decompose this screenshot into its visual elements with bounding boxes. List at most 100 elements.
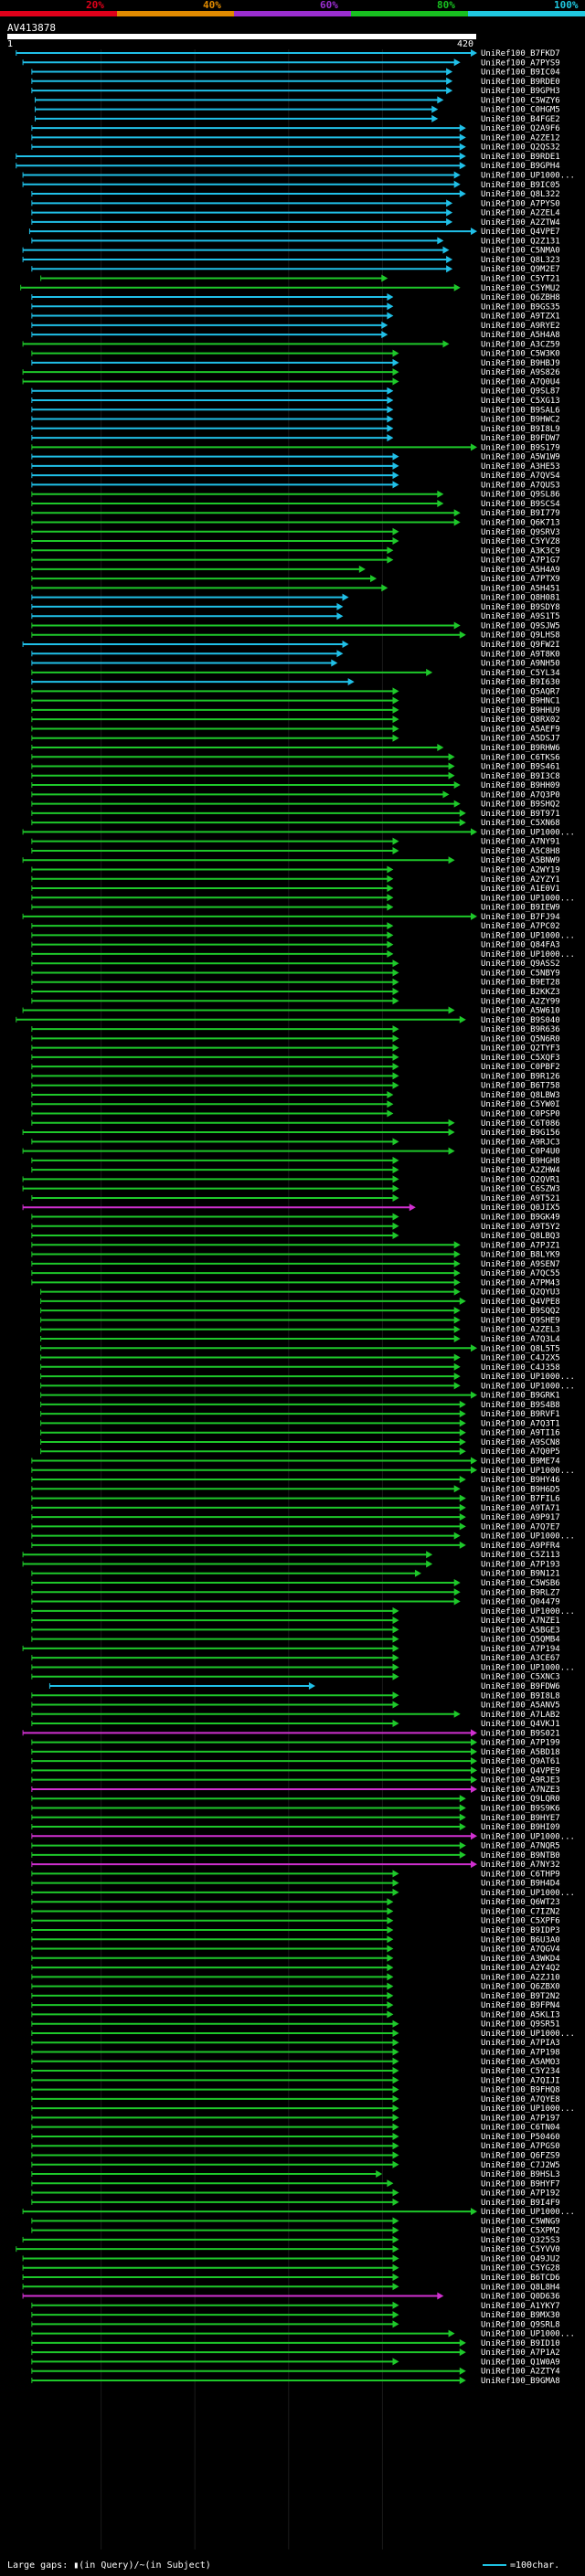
hit-label[interactable]: UniRef100_C5Z113 bbox=[481, 1551, 560, 1560]
hit-label[interactable]: UniRef100_Q9SL86 bbox=[481, 491, 560, 500]
hit-label[interactable]: UniRef100_Q9LQR0 bbox=[481, 1795, 560, 1804]
hit-label[interactable]: UniRef100_B9HWC2 bbox=[481, 416, 560, 425]
hit-label[interactable]: UniRef100_B9RDE0 bbox=[481, 78, 560, 87]
hit-label[interactable]: UniRef100_UP1000... bbox=[481, 1467, 575, 1476]
hit-label[interactable]: UniRef100_A7PJZ1 bbox=[481, 1241, 560, 1250]
hit-label[interactable]: UniRef100_UP1000... bbox=[481, 1607, 575, 1617]
hit-label[interactable]: UniRef100_A7PTX9 bbox=[481, 575, 560, 584]
hit-label[interactable]: UniRef100_A7PGS0 bbox=[481, 2142, 560, 2151]
hit-label[interactable]: UniRef100_A3CZ59 bbox=[481, 340, 560, 349]
hit-label[interactable]: UniRef100_B9ID10 bbox=[481, 2339, 560, 2348]
hit-label[interactable]: UniRef100_A9PFR4 bbox=[481, 1542, 560, 1551]
hit-label[interactable]: UniRef100_B9S4B8 bbox=[481, 1401, 560, 1410]
hit-label[interactable]: UniRef100_B9HYE7 bbox=[481, 1814, 560, 1823]
hit-label[interactable]: UniRef100_B9S461 bbox=[481, 763, 560, 772]
hit-label[interactable]: UniRef100_A7P197 bbox=[481, 2114, 560, 2123]
hit-label[interactable]: UniRef100_A5C8H8 bbox=[481, 847, 560, 856]
hit-label[interactable]: UniRef100_B9RDE1 bbox=[481, 153, 560, 162]
hit-label[interactable]: UniRef100_Q2TYF3 bbox=[481, 1044, 560, 1054]
hit-label[interactable]: UniRef100_A7LAB2 bbox=[481, 1711, 560, 1720]
hit-label[interactable]: UniRef100_Q8L5T5 bbox=[481, 1344, 560, 1353]
hit-label[interactable]: UniRef100_Q6ZBX0 bbox=[481, 1983, 560, 1992]
hit-label[interactable]: UniRef100_B9HI09 bbox=[481, 1823, 560, 1832]
hit-label[interactable]: UniRef100_C0PBF2 bbox=[481, 1063, 560, 1072]
hit-label[interactable]: UniRef100_A7NZE3 bbox=[481, 1786, 560, 1795]
hit-label[interactable]: UniRef100_B9T2N2 bbox=[481, 1992, 560, 2001]
hit-label[interactable]: UniRef100_A9RJE3 bbox=[481, 1776, 560, 1786]
hit-label[interactable]: UniRef100_Q4VKJ1 bbox=[481, 1720, 560, 1729]
hit-label[interactable]: UniRef100_A7NZE1 bbox=[481, 1617, 560, 1626]
hit-label[interactable]: UniRef100_C0HGM5 bbox=[481, 106, 560, 115]
hit-label[interactable]: UniRef100_C5XNC3 bbox=[481, 1673, 560, 1682]
hit-label[interactable]: UniRef100_B9ET28 bbox=[481, 979, 560, 988]
hit-label[interactable]: UniRef100_B9HBJ9 bbox=[481, 359, 560, 368]
hit-label[interactable]: UniRef100_A9S1T5 bbox=[481, 612, 560, 621]
hit-label[interactable]: UniRef100_UP1000... bbox=[481, 950, 575, 959]
hit-label[interactable]: UniRef100_C6T086 bbox=[481, 1119, 560, 1129]
hit-label[interactable]: UniRef100_C5W3K0 bbox=[481, 350, 560, 359]
hit-label[interactable]: UniRef100_A3K3C9 bbox=[481, 546, 560, 556]
hit-label[interactable]: UniRef100_A1YKY7 bbox=[481, 2302, 560, 2311]
hit-label[interactable]: UniRef100_Q8H081 bbox=[481, 594, 560, 603]
hit-label[interactable]: UniRef100_C5Y234 bbox=[481, 2067, 560, 2076]
hit-label[interactable]: UniRef100_B9GPH3 bbox=[481, 87, 560, 96]
hit-label[interactable]: UniRef100_C5YVZ8 bbox=[481, 537, 560, 546]
hit-label[interactable]: UniRef100_B9I779 bbox=[481, 509, 560, 518]
hit-label[interactable]: UniRef100_B9SDY8 bbox=[481, 603, 560, 612]
hit-label[interactable]: UniRef100_A7P198 bbox=[481, 2049, 560, 2058]
hit-label[interactable]: UniRef100_C0PSP0 bbox=[481, 1110, 560, 1119]
hit-label[interactable]: UniRef100_B9SAL6 bbox=[481, 406, 560, 415]
hit-label[interactable]: UniRef100_A2Y4Q2 bbox=[481, 1964, 560, 1973]
hit-label[interactable]: UniRef100_A5W1W9 bbox=[481, 453, 560, 462]
hit-label[interactable]: UniRef100_A7QVS4 bbox=[481, 472, 560, 481]
hit-label[interactable]: UniRef100_A9TZX1 bbox=[481, 313, 560, 322]
hit-label[interactable]: UniRef100_Q5N6R0 bbox=[481, 1034, 560, 1044]
hit-label[interactable]: UniRef100_Q9FW2I bbox=[481, 641, 560, 650]
hit-label[interactable]: UniRef100_C5YMU2 bbox=[481, 284, 560, 293]
hit-label[interactable]: UniRef100_A1E0V1 bbox=[481, 885, 560, 894]
hit-label[interactable]: UniRef100_A3WKD4 bbox=[481, 1955, 560, 1964]
hit-label[interactable]: UniRef100_A7P194 bbox=[481, 1645, 560, 1654]
hit-label[interactable]: UniRef100_B7FJ94 bbox=[481, 913, 560, 922]
hit-label[interactable]: UniRef100_B9IC05 bbox=[481, 181, 560, 190]
hit-label[interactable]: UniRef100_A7Q0U4 bbox=[481, 377, 560, 387]
hit-label[interactable]: UniRef100_B9H6D5 bbox=[481, 1485, 560, 1494]
hit-label[interactable]: UniRef100_P50460 bbox=[481, 2133, 560, 2142]
hit-label[interactable]: UniRef100_UP1000... bbox=[481, 1373, 575, 1382]
hit-label[interactable]: UniRef100_C5YW0I bbox=[481, 1100, 560, 1109]
hit-label[interactable]: UniRef100_B9GK49 bbox=[481, 1213, 560, 1222]
hit-label[interactable]: UniRef100_Q8LBQ3 bbox=[481, 1232, 560, 1241]
hit-label[interactable]: UniRef100_A5AEF9 bbox=[481, 725, 560, 734]
hit-label[interactable]: UniRef100_B9S179 bbox=[481, 443, 560, 452]
hit-label[interactable]: UniRef100_Q2QVR1 bbox=[481, 1175, 560, 1184]
hit-label[interactable]: UniRef100_C5NMA0 bbox=[481, 247, 560, 256]
hit-label[interactable]: UniRef100_C6SZW3 bbox=[481, 1185, 560, 1194]
hit-label[interactable]: UniRef100_A2ZJ10 bbox=[481, 1973, 560, 1982]
hit-label[interactable]: UniRef100_Q9SHE9 bbox=[481, 1316, 560, 1325]
hit-label[interactable]: UniRef100_A2ZY99 bbox=[481, 997, 560, 1006]
hit-label[interactable]: UniRef100_B9FDW6 bbox=[481, 1682, 560, 1691]
hit-label[interactable]: UniRef100_Q9SRL8 bbox=[481, 2320, 560, 2329]
hit-label[interactable]: UniRef100_B9N121 bbox=[481, 1570, 560, 1579]
hit-label[interactable]: UniRef100_B9MX30 bbox=[481, 2311, 560, 2320]
hit-label[interactable]: UniRef100_A7PYS0 bbox=[481, 199, 560, 208]
hit-label[interactable]: UniRef100_B6TCD6 bbox=[481, 2274, 560, 2283]
hit-label[interactable]: UniRef100_UP1000... bbox=[481, 2104, 575, 2114]
hit-label[interactable]: UniRef100_C5NBY9 bbox=[481, 969, 560, 978]
hit-label[interactable]: UniRef100_A7PYS9 bbox=[481, 58, 560, 68]
hit-label[interactable]: UniRef100_Q49JU2 bbox=[481, 2254, 560, 2263]
hit-label[interactable]: UniRef100_UP1000... bbox=[481, 894, 575, 903]
hit-label[interactable]: UniRef100_C5WNG9 bbox=[481, 2217, 560, 2226]
hit-label[interactable]: UniRef100_C4J2X5 bbox=[481, 1354, 560, 1363]
hit-label[interactable]: UniRef100_B9S040 bbox=[481, 1016, 560, 1025]
hit-label[interactable]: UniRef100_A7Q7E7 bbox=[481, 1522, 560, 1532]
hit-label[interactable]: UniRef100_B9R636 bbox=[481, 1025, 560, 1034]
hit-label[interactable]: UniRef100_A2ZHW4 bbox=[481, 1166, 560, 1175]
hit-label[interactable]: UniRef100_C5YG28 bbox=[481, 2264, 560, 2274]
hit-label[interactable]: UniRef100_UP1000... bbox=[481, 1832, 575, 1841]
hit-label[interactable]: UniRef100_C6TN04 bbox=[481, 2124, 560, 2133]
hit-label[interactable]: UniRef100_B9GPH4 bbox=[481, 162, 560, 171]
hit-label[interactable]: UniRef100_B9T971 bbox=[481, 810, 560, 819]
hit-label[interactable]: UniRef100_C5YVV0 bbox=[481, 2245, 560, 2254]
hit-label[interactable]: UniRef100_A5H4A8 bbox=[481, 331, 560, 340]
